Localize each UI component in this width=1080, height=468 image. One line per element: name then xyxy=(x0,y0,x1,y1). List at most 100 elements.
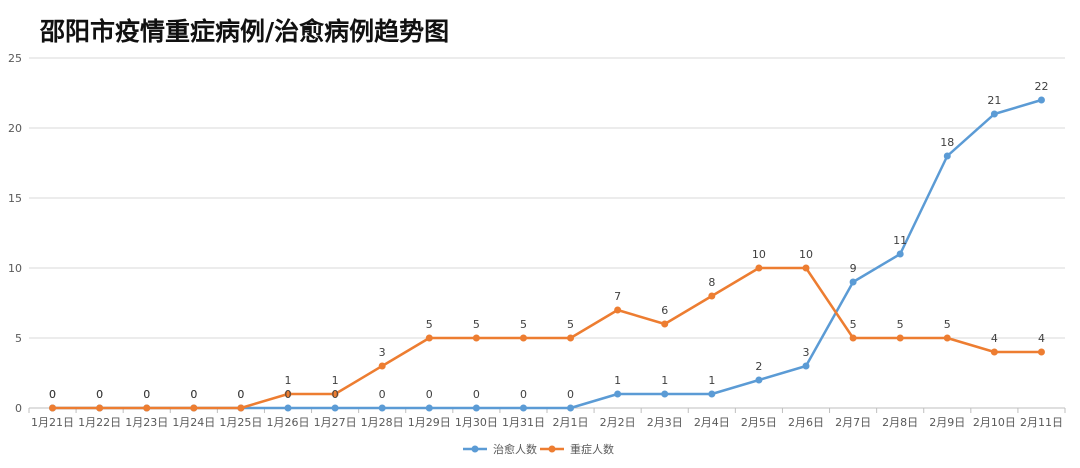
series-line-1 xyxy=(52,98,1042,410)
x-tick-label: 2月9日 xyxy=(929,416,965,429)
data-label: 0 xyxy=(237,388,244,401)
data-label: 0 xyxy=(190,388,197,401)
y-tick-label: 15 xyxy=(8,192,22,205)
x-tick-label: 1月27日 xyxy=(314,416,357,429)
y-tick-label: 20 xyxy=(8,122,22,135)
data-label: 21 xyxy=(987,94,1001,107)
data-label: 5 xyxy=(850,318,857,331)
data-point xyxy=(943,152,951,160)
data-point xyxy=(990,110,998,118)
data-label: 5 xyxy=(567,318,574,331)
y-tick-label: 10 xyxy=(8,262,22,275)
data-label: 0 xyxy=(190,388,197,401)
data-point xyxy=(849,334,857,342)
y-axis: 0 5 10 15 20 25 xyxy=(8,52,22,415)
data-point xyxy=(378,404,386,412)
data-point xyxy=(896,334,904,342)
x-tick-label: 1月29日 xyxy=(408,416,451,429)
x-tick-label: 2月4日 xyxy=(694,416,730,429)
data-label: 1 xyxy=(332,374,339,387)
data-point xyxy=(331,390,339,398)
data-point xyxy=(331,404,339,412)
data-point xyxy=(519,404,527,412)
data-point xyxy=(96,404,104,412)
x-tick-label: 1月23日 xyxy=(125,416,168,429)
data-point xyxy=(849,278,857,286)
data-point xyxy=(425,334,433,342)
x-tick-label: 2月11日 xyxy=(1020,416,1063,429)
data-label: 0 xyxy=(567,388,574,401)
data-point xyxy=(802,264,810,272)
data-label: 6 xyxy=(661,304,668,317)
data-label: 0 xyxy=(285,388,292,401)
data-label: 1 xyxy=(285,374,292,387)
data-label: 1 xyxy=(661,374,668,387)
legend-label: 治愈人数 xyxy=(493,442,537,456)
legend-marker xyxy=(548,445,556,453)
data-label: 5 xyxy=(426,318,433,331)
x-tick-label: 2月8日 xyxy=(882,416,918,429)
x-tick-label: 2月2日 xyxy=(600,416,636,429)
data-label: 0 xyxy=(96,388,103,401)
x-tick-label: 1月24日 xyxy=(172,416,215,429)
data-point xyxy=(990,348,998,356)
data-point xyxy=(614,390,622,398)
x-tick-label: 2月3日 xyxy=(647,416,683,429)
data-point xyxy=(519,334,527,342)
data-label: 5 xyxy=(944,318,951,331)
data-point xyxy=(614,306,622,314)
x-tick-label: 2月5日 xyxy=(741,416,777,429)
data-point xyxy=(802,362,810,370)
data-label: 3 xyxy=(379,346,386,359)
data-point xyxy=(284,404,292,412)
series-lines xyxy=(49,96,1045,412)
data-label: 18 xyxy=(940,136,954,149)
x-tick-label: 1月31日 xyxy=(502,416,545,429)
data-label: 0 xyxy=(473,388,480,401)
data-point xyxy=(472,404,480,412)
data-label: 0 xyxy=(237,388,244,401)
x-tick-label: 1月28日 xyxy=(361,416,404,429)
data-label: 0 xyxy=(143,388,150,401)
data-label: 0 xyxy=(520,388,527,401)
data-point xyxy=(567,404,575,412)
data-point xyxy=(943,334,951,342)
data-label: 8 xyxy=(708,276,715,289)
data-point xyxy=(190,404,198,412)
x-tick-label: 2月1日 xyxy=(553,416,589,429)
data-label: 10 xyxy=(799,248,813,261)
data-point xyxy=(708,292,716,300)
x-tick-label: 1月25日 xyxy=(219,416,262,429)
chart-title: 邵阳市疫情重症病例/治愈病例趋势图 xyxy=(40,17,450,46)
data-label: 0 xyxy=(49,388,56,401)
data-label: 0 xyxy=(379,388,386,401)
data-point xyxy=(661,390,669,398)
x-tick-label: 1月22日 xyxy=(78,416,121,429)
data-point xyxy=(755,264,763,272)
data-point xyxy=(567,334,575,342)
data-label: 2 xyxy=(755,360,762,373)
data-label: 5 xyxy=(520,318,527,331)
x-tick-label: 1月30日 xyxy=(455,416,498,429)
data-label: 5 xyxy=(473,318,480,331)
data-point xyxy=(661,320,669,328)
gridlines xyxy=(29,57,1065,339)
data-label: 9 xyxy=(850,262,857,275)
x-tick-label: 1月21日 xyxy=(31,416,74,429)
data-label: 0 xyxy=(96,388,103,401)
legend-label: 重症人数 xyxy=(570,442,614,456)
data-label: 7 xyxy=(614,290,621,303)
x-tick-label: 2月7日 xyxy=(835,416,871,429)
data-label: 0 xyxy=(49,388,56,401)
data-point xyxy=(896,250,904,258)
legend: 治愈人数 重症人数 xyxy=(463,442,614,456)
data-label: 1 xyxy=(614,374,621,387)
data-point xyxy=(708,390,716,398)
y-tick-label: 25 xyxy=(8,52,22,65)
x-tick-label: 1月26日 xyxy=(267,416,310,429)
data-label: 1 xyxy=(708,374,715,387)
data-point xyxy=(284,390,292,398)
data-label: 0 xyxy=(143,388,150,401)
